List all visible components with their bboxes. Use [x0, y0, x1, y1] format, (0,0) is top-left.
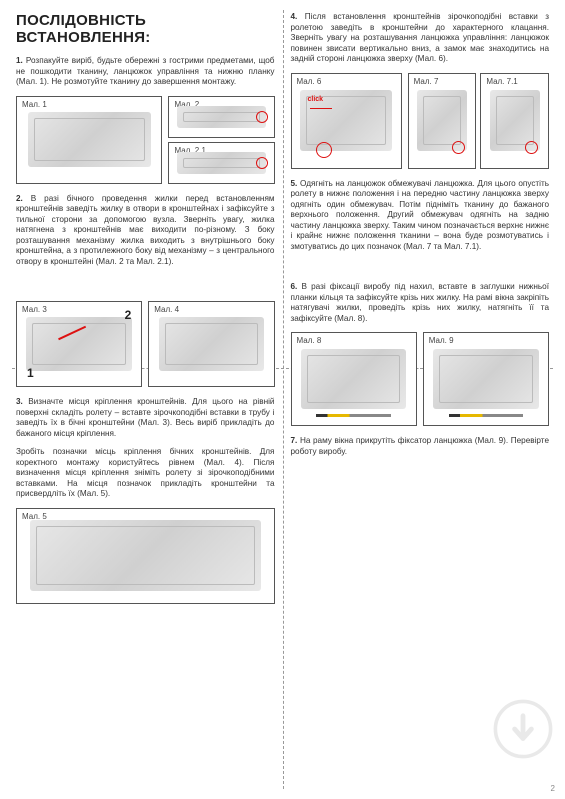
figure-9-illustration — [433, 349, 539, 409]
figure-2: Мал. 2 — [168, 96, 274, 138]
step-2-text: 2. В разі бічного проведення жилки перед… — [16, 194, 275, 268]
step-5-text: 5. Одягніть на ланцюжок обмежувачі ланцю… — [291, 179, 550, 253]
fig-row-4: Мал. 6 click Мал. 7 Мал. 7.1 — [291, 73, 550, 169]
fig-row-5: Мал. 8 Мал. 9 — [291, 332, 550, 426]
step-3a-text: 3. Визначте місця кріплення кронштейнів.… — [16, 397, 275, 439]
figure-4-label: Мал. 4 — [154, 305, 179, 314]
figure-7-1-label: Мал. 7.1 — [486, 77, 517, 86]
screwdriver-icon — [316, 414, 391, 417]
vertical-divider — [283, 10, 284, 789]
red-arrow-icon — [310, 108, 332, 110]
figure-2-1-illustration — [177, 152, 265, 174]
figure-4-illustration — [159, 317, 265, 372]
figure-1-illustration — [28, 112, 151, 168]
step-3b-text: Зробіть позначки місць кріплення бічних … — [16, 447, 275, 500]
callout-1: 1 — [27, 366, 34, 380]
step-3a-body: Визначте місця кріплення кронштейнів. Дл… — [16, 397, 275, 438]
step-7-text: 7. На раму вікна прикрутіть фіксатор лан… — [291, 436, 550, 457]
step-1-text: 1. Розпакуйте виріб, будьте обережні з г… — [16, 56, 275, 88]
figure-7: Мал. 7 — [408, 73, 477, 169]
main-title: ПОСЛІДОВНІСТЬ ВСТАНОВЛЕННЯ: — [16, 12, 275, 46]
red-circle-icon — [316, 142, 332, 158]
figure-4: Мал. 4 — [148, 301, 274, 387]
figure-3: Мал. 3 2 1 — [16, 301, 142, 387]
page: ПОСЛІДОВНІСТЬ ВСТАНОВЛЕННЯ: 1. Розпакуйт… — [0, 0, 565, 799]
callout-2: 2 — [125, 308, 132, 322]
step-4-text: 4. Після встановлення кронштейнів зірочк… — [291, 12, 550, 65]
figure-7-label: Мал. 7 — [414, 77, 439, 86]
left-column: ПОСЛІДОВНІСТЬ ВСТАНОВЛЕННЯ: 1. Розпакуйт… — [16, 12, 275, 787]
click-label: click — [308, 96, 324, 103]
right-column: 4. Після встановлення кронштейнів зірочк… — [291, 12, 550, 787]
red-circle-icon — [256, 111, 268, 123]
figure-2-1: Мал. 2.1 — [168, 142, 274, 184]
figure-6-label: Мал. 6 — [297, 77, 322, 86]
page-number: 2 — [551, 784, 555, 793]
figure-7-1: Мал. 7.1 — [480, 73, 549, 169]
figure-3-illustration — [26, 317, 132, 372]
figure-9: Мал. 9 — [423, 332, 549, 426]
step-2-body: В разі бічного проведення жилки перед вс… — [16, 194, 275, 266]
fig-row-1: Мал. 1 Мал. 2 Мал. 2.1 — [16, 96, 275, 184]
figure-8-label: Мал. 8 — [297, 336, 322, 345]
figure-5-label: Мал. 5 — [22, 512, 47, 521]
figure-6: Мал. 6 click — [291, 73, 402, 169]
figure-1: Мал. 1 — [16, 96, 162, 184]
fig-row-3: Мал. 5 — [16, 508, 275, 604]
figure-5: Мал. 5 — [16, 508, 275, 604]
figure-9-label: Мал. 9 — [429, 336, 454, 345]
step-6-body: В разі фіксації виробу під нахил, вставт… — [291, 282, 550, 323]
screwdriver-icon — [449, 414, 524, 417]
figure-5-illustration — [30, 520, 261, 591]
step-7-body: На раму вікна прикрутіть фіксатор ланцюж… — [291, 436, 550, 456]
figure-8-illustration — [301, 349, 407, 409]
step-4-body: Після встановлення кронштейнів зірочкопо… — [291, 12, 550, 63]
step-5-body: Одягніть на ланцюжок обмежувачі ланцюжка… — [291, 179, 550, 251]
fig-row-2: Мал. 3 2 1 Мал. 4 — [16, 301, 275, 387]
red-circle-icon — [452, 141, 465, 154]
red-circle-icon — [256, 157, 268, 169]
figure-2-illustration — [177, 106, 265, 128]
red-circle-icon — [525, 141, 538, 154]
watermark-icon — [493, 699, 553, 759]
step-6-text: 6. В разі фіксації виробу під нахил, вст… — [291, 282, 550, 324]
figure-1-label: Мал. 1 — [22, 100, 47, 109]
figure-3-label: Мал. 3 — [22, 305, 47, 314]
step-1-body: Розпакуйте виріб, будьте обережні з гост… — [16, 56, 275, 86]
figure-8: Мал. 8 — [291, 332, 417, 426]
